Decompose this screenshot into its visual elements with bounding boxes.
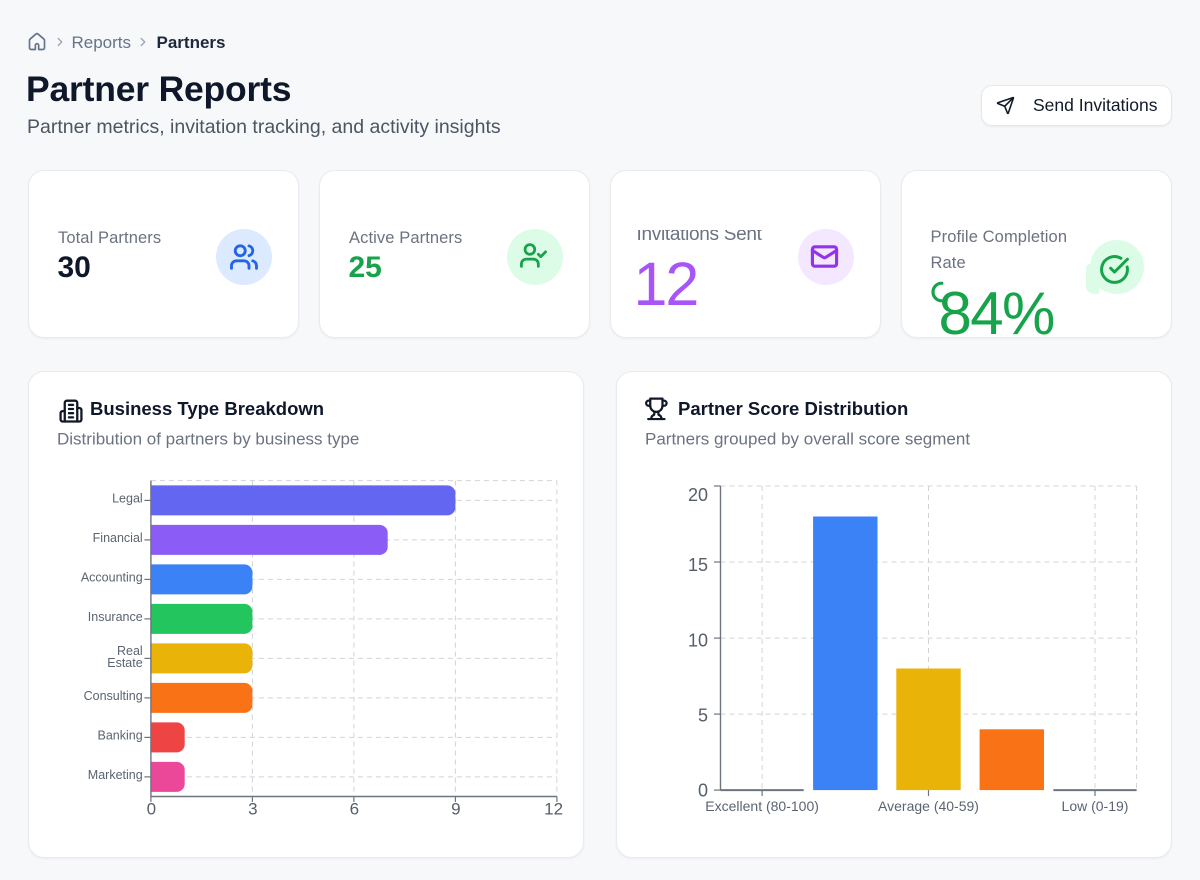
svg-text:5: 5 [698, 706, 708, 726]
svg-text:Partners grouped by overall sc: Partners grouped by overall score segmen… [645, 430, 970, 449]
svg-text:Insurance: Insurance [88, 610, 143, 624]
svg-text:Real: Real [117, 644, 143, 658]
svg-text:15: 15 [688, 555, 708, 575]
svg-text:9: 9 [451, 800, 460, 819]
svg-text:Distribution of partners by bu: Distribution of partners by business typ… [57, 430, 359, 449]
svg-text:Partner Score Distribution: Partner Score Distribution [678, 398, 908, 419]
svg-text:Marketing: Marketing [88, 768, 143, 782]
svg-text:Business Type Breakdown: Business Type Breakdown [90, 398, 324, 419]
svg-text:Accounting: Accounting [81, 571, 143, 585]
svg-text:10: 10 [688, 631, 708, 651]
svg-text:0: 0 [698, 781, 708, 801]
svg-text:Consulting: Consulting [84, 689, 143, 703]
svg-text:3: 3 [248, 800, 257, 819]
svg-text:0: 0 [147, 800, 156, 819]
svg-text:Financial: Financial [93, 531, 143, 545]
svg-text:Average (40-59): Average (40-59) [878, 798, 979, 814]
svg-text:12: 12 [544, 800, 563, 819]
svg-text:Legal: Legal [112, 492, 143, 506]
svg-text:Low (0-19): Low (0-19) [1062, 798, 1129, 814]
svg-text:20: 20 [688, 485, 708, 505]
svg-text:Estate: Estate [107, 656, 142, 670]
svg-text:Banking: Banking [98, 729, 143, 743]
svg-text:Excellent (80-100): Excellent (80-100) [705, 798, 819, 814]
svg-text:6: 6 [350, 800, 359, 819]
